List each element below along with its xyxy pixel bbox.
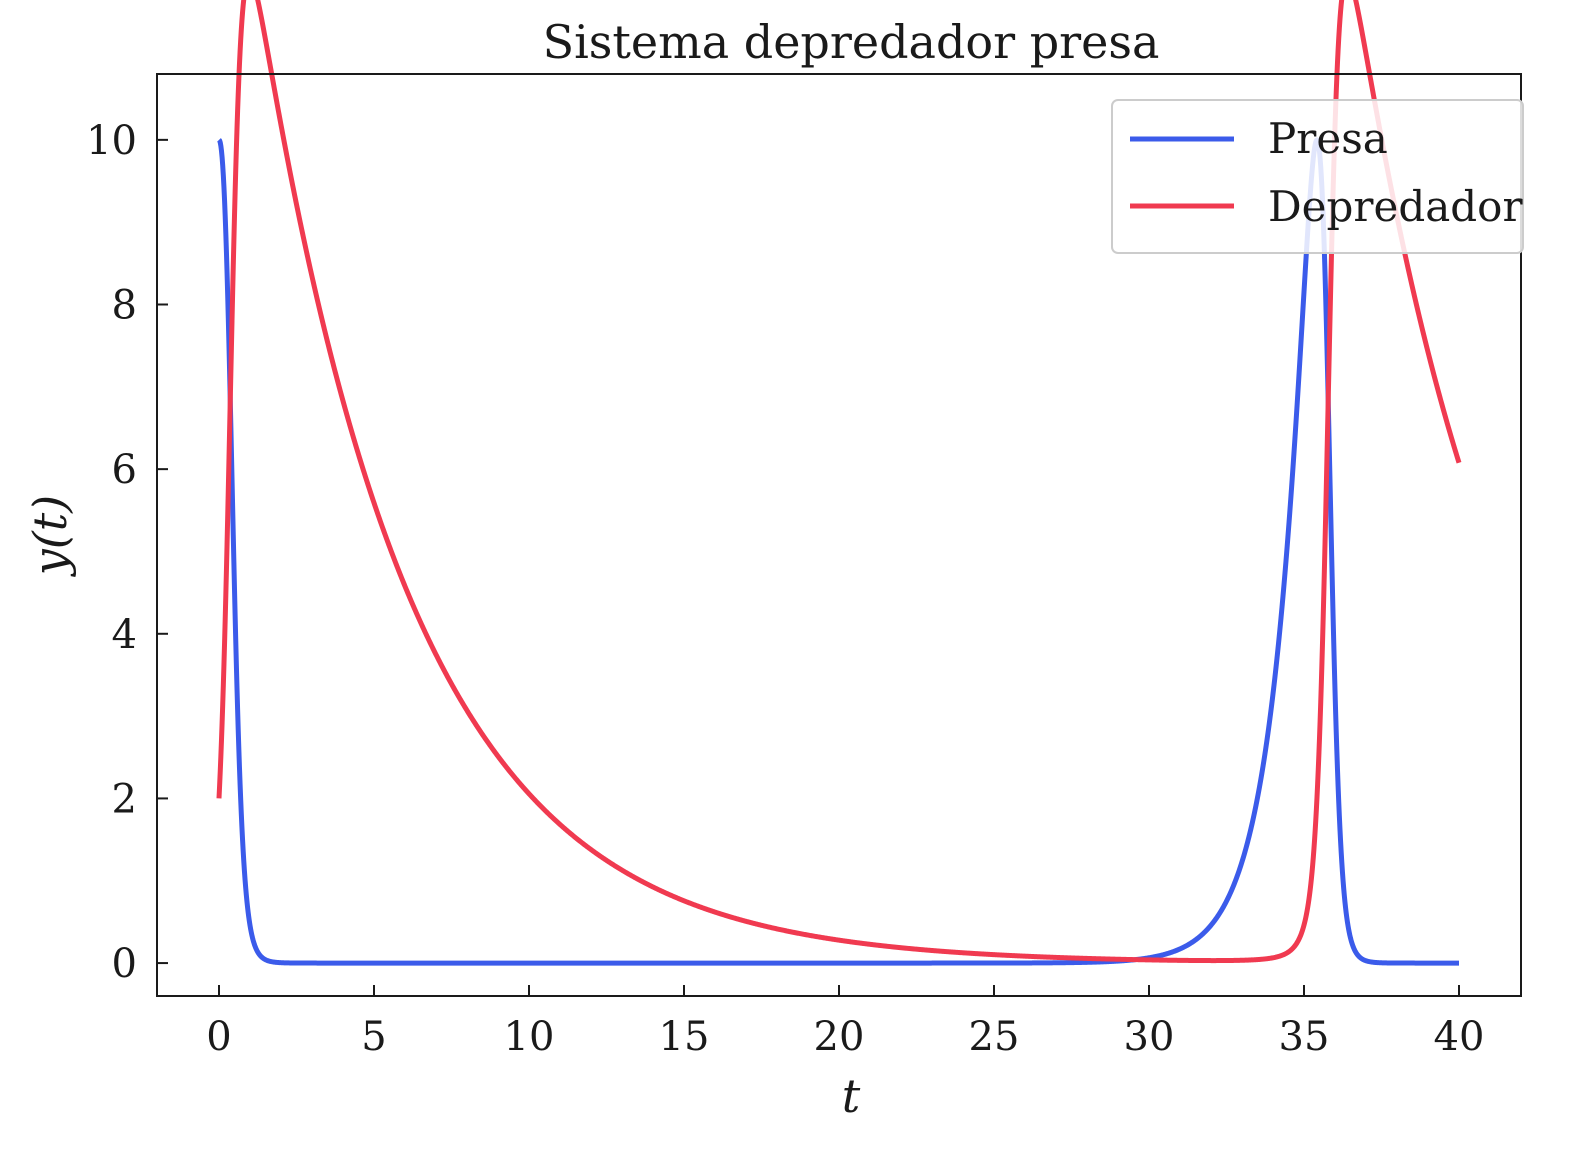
series-line-depredador — [216, 0, 1462, 964]
y-axis-label: y(t) — [23, 495, 77, 577]
series-line-presa — [217, 137, 1461, 966]
y-tick-label: 10 — [86, 118, 137, 164]
x-tick-label: 5 — [361, 1014, 386, 1060]
x-tick-label: 0 — [206, 1014, 231, 1060]
plot-lines — [216, 0, 1462, 966]
legend-label-presa: Presa — [1268, 114, 1388, 163]
y-tick-label: 2 — [112, 776, 137, 822]
x-tick-label: 25 — [969, 1014, 1020, 1060]
y-axis-ticks: 0 2 4 6 8 10 — [86, 118, 168, 987]
chart-title: Sistema depredador presa — [543, 15, 1160, 69]
legend-label-depredador: Depredador — [1268, 182, 1523, 231]
x-axis-label: t — [842, 1069, 861, 1123]
x-tick-label: 20 — [814, 1014, 865, 1060]
y-tick-label: 8 — [112, 283, 137, 329]
y-tick-label: 0 — [112, 941, 137, 987]
x-tick-label: 15 — [659, 1014, 710, 1060]
x-axis-ticks: 0 5 10 15 20 25 30 35 40 — [206, 985, 1484, 1060]
y-tick-label: 6 — [112, 447, 137, 493]
legend: Presa Depredador — [1111, 99, 1524, 254]
x-tick-label: 10 — [504, 1014, 555, 1060]
x-tick-label: 35 — [1279, 1014, 1330, 1060]
y-tick-label: 4 — [112, 612, 137, 658]
x-tick-label: 40 — [1434, 1014, 1485, 1060]
x-tick-label: 30 — [1124, 1014, 1175, 1060]
